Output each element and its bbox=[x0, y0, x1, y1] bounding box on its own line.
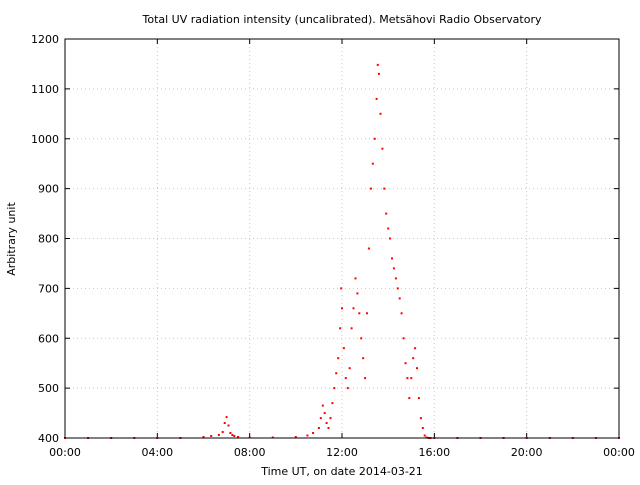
x-tick-label: 00:00 bbox=[49, 446, 81, 459]
data-point bbox=[391, 257, 393, 260]
data-point bbox=[217, 434, 220, 436]
data-point bbox=[225, 416, 228, 419]
data-point bbox=[348, 367, 351, 370]
data-point bbox=[387, 227, 390, 230]
data-point bbox=[404, 362, 407, 365]
data-point bbox=[381, 147, 384, 150]
data-point bbox=[371, 162, 374, 165]
data-point bbox=[396, 287, 399, 290]
y-tick-label: 1100 bbox=[31, 83, 59, 96]
y-tick-label: 600 bbox=[38, 332, 59, 345]
axis-ticks: 400 500 600 700 800 900 1000 1100 1200 00:00 04:00… bbox=[31, 33, 635, 459]
data-point bbox=[406, 377, 409, 380]
data-point bbox=[408, 397, 411, 400]
data-point bbox=[398, 297, 401, 300]
data-point bbox=[294, 436, 297, 438]
data-point bbox=[412, 357, 415, 360]
x-tick-label: 08:00 bbox=[234, 446, 266, 459]
data-point bbox=[344, 377, 347, 380]
data-point bbox=[306, 434, 309, 437]
data-point bbox=[231, 434, 234, 436]
data-point bbox=[323, 412, 326, 415]
y-tick-label: 1000 bbox=[31, 133, 59, 146]
data-point bbox=[339, 327, 342, 330]
y-axis-label: Arbitrary unit bbox=[5, 202, 18, 276]
data-point bbox=[389, 237, 392, 240]
data-point bbox=[356, 292, 359, 295]
data-point bbox=[377, 72, 380, 75]
data-point bbox=[400, 312, 403, 315]
data-point bbox=[362, 357, 365, 360]
data-point bbox=[414, 347, 417, 350]
data-point bbox=[327, 427, 330, 429]
data-point bbox=[340, 287, 343, 290]
data-point bbox=[419, 417, 422, 420]
data-point bbox=[321, 404, 324, 407]
data-point bbox=[319, 417, 322, 420]
x-tick-label: 04:00 bbox=[141, 446, 173, 459]
data-point bbox=[417, 397, 420, 400]
data-point bbox=[333, 387, 336, 390]
data-point bbox=[335, 372, 338, 375]
data-point bbox=[233, 435, 236, 437]
data-point bbox=[392, 267, 395, 270]
chart-title: Total UV radiation intensity (uncalibrat… bbox=[142, 13, 542, 26]
data-point bbox=[331, 402, 334, 405]
data-point bbox=[421, 427, 424, 429]
data-point bbox=[202, 436, 205, 438]
data-point bbox=[337, 357, 340, 360]
y-tick-label: 700 bbox=[38, 282, 59, 295]
data-point bbox=[341, 307, 343, 310]
data-point bbox=[346, 387, 349, 390]
data-point bbox=[312, 432, 315, 434]
x-tick-label: 20:00 bbox=[511, 446, 543, 459]
data-point bbox=[367, 247, 370, 250]
data-point bbox=[317, 427, 320, 429]
data-point bbox=[342, 347, 345, 350]
data-point bbox=[325, 422, 328, 424]
x-tick-label: 00:00 bbox=[603, 446, 635, 459]
data-point bbox=[352, 307, 355, 310]
data-point bbox=[350, 327, 353, 330]
data-point bbox=[210, 435, 213, 437]
data-point bbox=[227, 424, 230, 427]
data-point bbox=[364, 377, 367, 380]
y-tick-label: 900 bbox=[38, 183, 59, 196]
data-point bbox=[373, 137, 376, 140]
data-point bbox=[360, 337, 363, 340]
y-tick-label: 400 bbox=[38, 432, 59, 445]
data-point bbox=[379, 112, 382, 115]
x-axis-label: Time UT, on date 2014-03-21 bbox=[260, 465, 423, 478]
data-point bbox=[394, 277, 397, 280]
data-point bbox=[366, 312, 368, 315]
data-point bbox=[402, 337, 405, 340]
y-tick-label: 800 bbox=[38, 233, 59, 246]
data-point bbox=[369, 187, 372, 190]
plot-frame bbox=[64, 38, 620, 439]
data-point bbox=[410, 377, 413, 380]
y-tick-label: 1200 bbox=[31, 33, 59, 46]
data-point bbox=[329, 417, 332, 420]
data-point bbox=[354, 277, 357, 280]
data-point bbox=[376, 63, 379, 66]
data-point bbox=[375, 97, 378, 100]
grid-lines bbox=[65, 39, 619, 438]
y-tick-label: 500 bbox=[38, 382, 59, 395]
data-point bbox=[223, 422, 226, 424]
data-point bbox=[423, 434, 426, 437]
data-point bbox=[385, 212, 388, 215]
data-point bbox=[221, 431, 224, 433]
x-tick-label: 16:00 bbox=[418, 446, 450, 459]
data-point bbox=[358, 312, 361, 315]
data-point bbox=[229, 432, 232, 434]
data-point bbox=[416, 367, 418, 370]
data-point bbox=[383, 187, 386, 190]
data-point bbox=[237, 436, 240, 438]
x-tick-label: 12:00 bbox=[326, 446, 358, 459]
